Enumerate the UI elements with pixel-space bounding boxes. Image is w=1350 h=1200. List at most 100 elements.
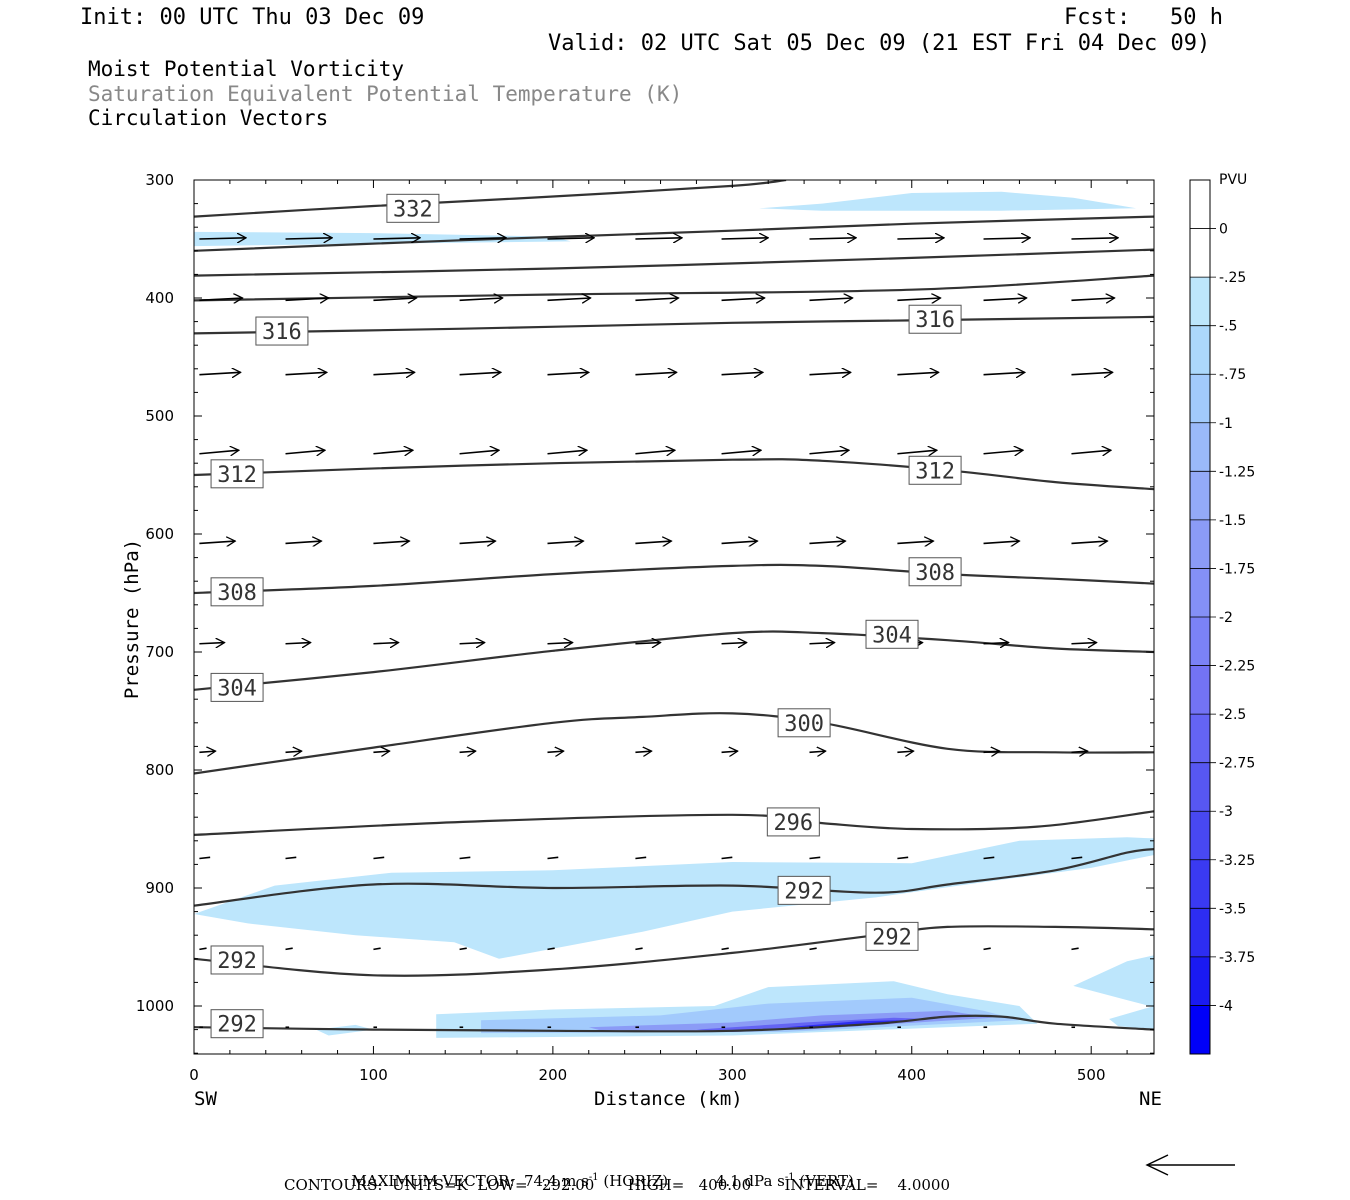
colorbar-label-2: -.5 [1219, 319, 1237, 335]
circulation-vector-3-7 [809, 450, 848, 454]
theta-e-contour-4 [194, 315, 1154, 335]
circulation-vector-1-6 [721, 298, 765, 300]
circulation-vector-8-2 [373, 947, 381, 951]
circulation-vector-4-9 [983, 541, 1020, 543]
theta-e-contour-2 [194, 248, 1154, 277]
circulation-vector-7-6 [721, 856, 733, 860]
contour-label-4a: 316 [262, 320, 302, 345]
colorbar-label-9: -2.25 [1219, 659, 1255, 675]
circulation-vector-6-8 [897, 751, 913, 752]
mpv-shade-4 [1109, 1006, 1154, 1030]
circulation-vector-5-2 [373, 643, 398, 644]
colorbar-label-15: -3.75 [1219, 950, 1255, 966]
circulation-vector-2-6 [721, 372, 763, 374]
contour-label-0a: 332 [393, 197, 433, 222]
contour-label-12a: 292 [217, 1013, 257, 1038]
circulation-vector-7-1 [285, 856, 297, 860]
contour-label-8a-box [777, 708, 831, 738]
colorbar-swatch-11 [1190, 714, 1210, 764]
circulation-vector-2-10 [1071, 372, 1112, 374]
contour-label-5a-box [210, 459, 264, 489]
circulation-vector-1-2 [373, 298, 416, 300]
circulation-vector-1-3 [459, 298, 503, 300]
circulation-vector-8-9 [983, 947, 991, 951]
colorbar-swatch-17 [1190, 1005, 1210, 1055]
contour-label-6b: 308 [915, 561, 955, 586]
contour-label-5b: 312 [915, 459, 955, 484]
circulation-vector-4-8 [897, 541, 933, 543]
circulation-vector-1-0 [199, 298, 242, 300]
mpv-shade-1 [759, 191, 1137, 211]
circulation-vector-5-9 [983, 643, 1009, 644]
init-time: Init: 00 UTC Thu 03 Dec 09 [80, 5, 425, 30]
colorbar-swatch-6 [1190, 471, 1210, 521]
mpv-shade-2 [194, 837, 1154, 959]
circulation-vector-7-9 [983, 856, 995, 860]
x-tick-label-400: 400 [897, 1066, 926, 1084]
circulation-vector-0-0 [199, 238, 246, 239]
mpv-shade-3 [1073, 955, 1154, 1008]
y-tick-label-700: 700 [145, 643, 174, 661]
circulation-vector-6-3 [459, 751, 476, 752]
circulation-vector-5-6 [721, 643, 747, 644]
circulation-vector-3-6 [721, 450, 761, 454]
theta-e-contour-1 [194, 215, 1154, 252]
circulation-vector-7-0 [199, 856, 211, 860]
colorbar-label-6: -1.5 [1219, 513, 1246, 529]
x-axis-right-endpoint: NE [1139, 1088, 1162, 1110]
circulation-vector-5-10 [1071, 643, 1096, 644]
circulation-vector-6-4 [547, 751, 563, 752]
circulation-vector-5-1 [285, 643, 311, 644]
colorbar-label-12: -3 [1219, 804, 1233, 820]
colorbar: 0 -.25 -.5 -.75 -1 -1.25 -1.5 -1.75 -2 -2.25 -2.5 -… [1189, 179, 1255, 1055]
contour-label-6a-box [210, 577, 264, 607]
circulation-vector-2-3 [459, 372, 501, 374]
valid-time: Valid: 02 UTC Sat 05 Dec 09 (21 EST Fri … [548, 31, 1211, 56]
contour-label-7a: 304 [217, 676, 257, 701]
circulation-vector-1-9 [983, 298, 1027, 300]
contour-label-11a: 292 [872, 925, 912, 950]
circulation-vector-5-4 [547, 643, 572, 644]
colorbar-swatch-15 [1190, 908, 1210, 958]
circulation-vector-6-6 [721, 751, 738, 752]
theta-e-contour-7 [194, 630, 1154, 691]
y-tick-label-900: 900 [145, 879, 174, 897]
colorbar-swatch-4 [1190, 374, 1210, 424]
circulation-vector-0-3 [459, 238, 507, 239]
colorbar-swatch-5 [1190, 422, 1210, 472]
circulation-vector-0-7 [809, 238, 856, 239]
contour-label-4b-box [908, 304, 962, 334]
x-axis-title: Distance (km) [594, 1088, 743, 1110]
circulation-vector-7-4 [547, 856, 559, 860]
circulation-vector-6-7 [809, 751, 825, 752]
contour-label-12a-box [210, 1009, 264, 1039]
circulation-vector-5-5 [635, 643, 660, 644]
circulation-vector-1-4 [547, 298, 590, 300]
circulation-vector-4-5 [635, 541, 671, 543]
circulation-vector-3-4 [547, 450, 586, 454]
y-tick-label-1000: 1000 [136, 997, 174, 1015]
circulation-vector-6-0 [199, 751, 215, 752]
mpv-shading-layer [194, 191, 1154, 1038]
contour-label-10a-box [777, 875, 831, 905]
x-axis-left-endpoint: SW [194, 1088, 217, 1110]
y-tick-label-600: 600 [145, 525, 174, 543]
circulation-vector-4-0 [199, 541, 235, 543]
horiz-exponent: -1 [588, 1172, 599, 1183]
contour-label-9a: 296 [773, 811, 813, 836]
mpv-shade-8 [588, 1010, 993, 1032]
colorbar-swatch-10 [1190, 665, 1210, 715]
circulation-vector-0-5 [635, 238, 682, 239]
circulation-vector-4-10 [1071, 541, 1107, 543]
circulation-vector-0-1 [285, 238, 333, 239]
max-vector-label: MAXIMUM VECTOR: [351, 1172, 515, 1190]
x-tick-label-300: 300 [718, 1066, 747, 1084]
circulation-vector-8-6 [721, 947, 729, 951]
contour-label-5b-box [908, 455, 962, 485]
colorbar-swatch-14 [1190, 859, 1210, 909]
colorbar-swatch-2 [1190, 277, 1210, 327]
circulation-vector-5-3 [459, 643, 485, 644]
vert-value: 4.1 [715, 1172, 740, 1190]
plot-frame [193, 179, 1155, 1055]
contour-label-11a-box [865, 921, 919, 951]
